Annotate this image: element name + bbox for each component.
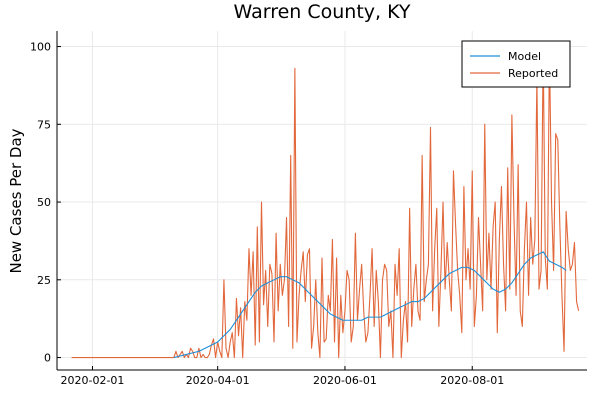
- x-axis-ticks: 2020-02-01 2020-04-01 2020-06-01 2020-08-01: [61, 366, 504, 387]
- series-line-model: [173, 251, 567, 359]
- y-tick-label: 50: [37, 196, 51, 209]
- x-tick-label: 2020-04-01: [186, 374, 250, 387]
- legend-box: [461, 40, 571, 88]
- x-tick-label: 2020-02-01: [61, 374, 125, 387]
- series-line-reported: [71, 45, 580, 359]
- y-axis-label: New Cases Per Day: [7, 128, 25, 273]
- legend-label-reported: Reported: [508, 67, 558, 80]
- y-tick-label: 0: [44, 352, 51, 365]
- y-tick-label: 100: [30, 41, 51, 54]
- legend-label-model: Model: [508, 50, 541, 63]
- x-tick-label: 2020-06-01: [313, 374, 377, 387]
- legend: Model Reported: [461, 40, 571, 88]
- y-tick-label: 75: [37, 118, 51, 131]
- y-tick-label: 25: [37, 274, 51, 287]
- x-tick-label: 2020-08-01: [440, 374, 504, 387]
- chart-title: Warren County, KY: [234, 1, 411, 23]
- series-layer: [71, 45, 580, 359]
- axes: [56, 31, 587, 371]
- y-axis-ticks: 0 25 50 75 100: [30, 41, 61, 365]
